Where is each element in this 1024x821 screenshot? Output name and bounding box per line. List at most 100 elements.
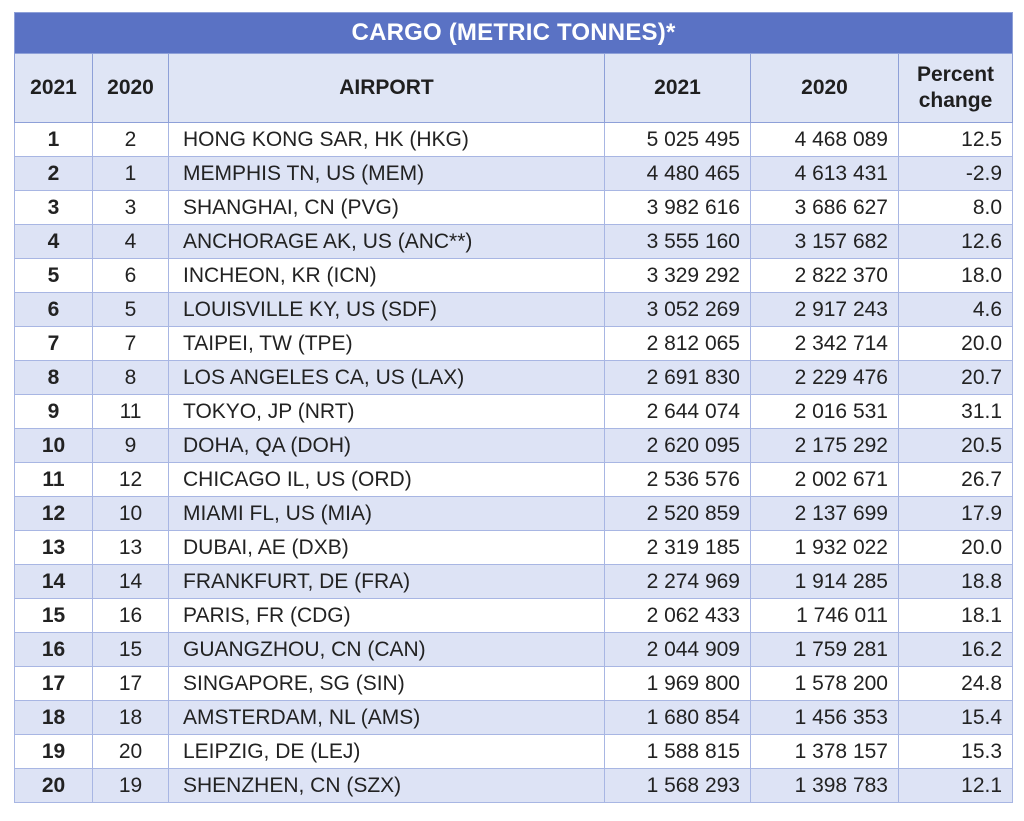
cargo-2021-cell: 2 044 909 [604, 632, 751, 667]
rank-2020-cell: 17 [92, 666, 169, 701]
table-row: 3 3 SHANGHAI, CN (PVG) 3 982 616 3 686 627 8.… [14, 190, 1014, 225]
table-title: CARGO (METRIC TONNES)* [13, 12, 1014, 54]
cargo-2021-cell: 3 555 160 [604, 224, 751, 259]
rank-2021-cell: 19 [14, 734, 93, 769]
cargo-2021-cell: 4 480 465 [604, 156, 751, 191]
airport-cell: LEIPZIG, DE (LEJ) [168, 734, 605, 769]
rank-2020-cell: 13 [92, 530, 169, 565]
table-body: 1 2 HONG KONG SAR, HK (HKG) 5 025 495 4 468 … [14, 122, 1014, 803]
percent-change-cell: 8.0 [897, 190, 1014, 225]
cargo-2020-cell: 1 456 353 [750, 700, 899, 735]
percent-change-cell: 31.1 [897, 394, 1014, 429]
cargo-2021-cell: 2 319 185 [604, 530, 751, 565]
col-header-rank-2021: 2021 [14, 53, 93, 123]
rank-2020-cell: 5 [92, 292, 169, 327]
cargo-2021-cell: 2 274 969 [604, 564, 751, 599]
percent-change-cell: 20.7 [897, 360, 1014, 395]
rank-2021-cell: 12 [14, 496, 93, 531]
percent-change-cell: -2.9 [897, 156, 1014, 191]
airport-cell: PARIS, FR (CDG) [168, 598, 605, 633]
airport-cell: GUANGZHOU, CN (CAN) [168, 632, 605, 667]
rank-2020-cell: 2 [92, 122, 169, 157]
cargo-2020-cell: 2 137 699 [750, 496, 899, 531]
airport-cell: LOUISVILLE KY, US (SDF) [168, 292, 605, 327]
percent-change-cell: 20.5 [897, 428, 1014, 463]
rank-2021-cell: 14 [14, 564, 93, 599]
rank-2021-cell: 16 [14, 632, 93, 667]
percent-change-cell: 17.9 [897, 496, 1014, 531]
rank-2020-cell: 3 [92, 190, 169, 225]
airport-cell: INCHEON, KR (ICN) [168, 258, 605, 293]
rank-2020-cell: 9 [92, 428, 169, 463]
cargo-2020-cell: 2 342 714 [750, 326, 899, 361]
percent-change-cell: 12.1 [897, 768, 1014, 803]
rank-2020-cell: 4 [92, 224, 169, 259]
airport-cell: CHICAGO IL, US (ORD) [168, 462, 605, 497]
col-header-percent-change: Percent change [897, 53, 1014, 123]
table-row: 7 7 TAIPEI, TW (TPE) 2 812 065 2 342 714 20.0 [14, 326, 1014, 361]
cargo-2021-cell: 2 620 095 [604, 428, 751, 463]
cargo-2020-cell: 1 578 200 [750, 666, 899, 701]
rank-2020-cell: 10 [92, 496, 169, 531]
col-header-cargo-2020: 2020 [750, 53, 899, 123]
rank-2021-cell: 1 [14, 122, 93, 157]
airport-cell: DOHA, QA (DOH) [168, 428, 605, 463]
table-row: 4 4 ANCHORAGE AK, US (ANC**) 3 555 160 3 157… [14, 224, 1014, 259]
rank-2021-cell: 2 [14, 156, 93, 191]
cargo-2021-cell: 2 812 065 [604, 326, 751, 361]
cargo-2020-cell: 1 398 783 [750, 768, 899, 803]
percent-change-cell: 15.4 [897, 700, 1014, 735]
percent-change-cell: 4.6 [897, 292, 1014, 327]
airport-cell: AMSTERDAM, NL (AMS) [168, 700, 605, 735]
airport-cell: TOKYO, JP (NRT) [168, 394, 605, 429]
rank-2020-cell: 11 [92, 394, 169, 429]
rank-2020-cell: 6 [92, 258, 169, 293]
cargo-2020-cell: 2 822 370 [750, 258, 899, 293]
rank-2020-cell: 16 [92, 598, 169, 633]
header-row: 2021 2020 AIRPORT 2021 2020 Percent chan… [14, 53, 1014, 123]
cargo-2020-cell: 1 932 022 [750, 530, 899, 565]
airport-cell: SHANGHAI, CN (PVG) [168, 190, 605, 225]
cargo-table-container: CARGO (METRIC TONNES)* 2021 2020 AIRPORT… [13, 12, 1014, 803]
table-row: 15 16 PARIS, FR (CDG) 2 062 433 1 746 011 18.… [14, 598, 1014, 633]
col-header-cargo-2021: 2021 [604, 53, 751, 123]
rank-2020-cell: 18 [92, 700, 169, 735]
table-row: 16 15 GUANGZHOU, CN (CAN) 2 044 909 1 759 28… [14, 632, 1014, 667]
rank-2020-cell: 7 [92, 326, 169, 361]
airport-cell: ANCHORAGE AK, US (ANC**) [168, 224, 605, 259]
percent-change-cell: 12.5 [897, 122, 1014, 157]
table-row: 20 19 SHENZHEN, CN (SZX) 1 568 293 1 398 783… [14, 768, 1014, 803]
airport-cell: MIAMI FL, US (MIA) [168, 496, 605, 531]
airport-cell: MEMPHIS TN, US (MEM) [168, 156, 605, 191]
col-header-rank-2020: 2020 [92, 53, 169, 123]
cargo-2021-cell: 3 052 269 [604, 292, 751, 327]
percent-change-cell: 18.1 [897, 598, 1014, 633]
rank-2021-cell: 7 [14, 326, 93, 361]
cargo-2021-cell: 1 969 800 [604, 666, 751, 701]
cargo-2021-cell: 1 588 815 [604, 734, 751, 769]
table-row: 17 17 SINGAPORE, SG (SIN) 1 969 800 1 578 20… [14, 666, 1014, 701]
cargo-2020-cell: 4 468 089 [750, 122, 899, 157]
rank-2021-cell: 6 [14, 292, 93, 327]
cargo-2021-cell: 1 568 293 [604, 768, 751, 803]
rank-2021-cell: 9 [14, 394, 93, 429]
cargo-2020-cell: 3 686 627 [750, 190, 899, 225]
percent-change-cell: 20.0 [897, 326, 1014, 361]
percent-change-cell: 20.0 [897, 530, 1014, 565]
airport-cell: SHENZHEN, CN (SZX) [168, 768, 605, 803]
cargo-2021-cell: 2 062 433 [604, 598, 751, 633]
cargo-2020-cell: 2 175 292 [750, 428, 899, 463]
airport-cell: HONG KONG SAR, HK (HKG) [168, 122, 605, 157]
table-row: 19 20 LEIPZIG, DE (LEJ) 1 588 815 1 378 157 1… [14, 734, 1014, 769]
table-row: 11 12 CHICAGO IL, US (ORD) 2 536 576 2 002 6… [14, 462, 1014, 497]
percent-change-cell: 18.8 [897, 564, 1014, 599]
percent-change-cell: 26.7 [897, 462, 1014, 497]
table-row: 8 8 LOS ANGELES CA, US (LAX) 2 691 830 2 229… [14, 360, 1014, 395]
cargo-2020-cell: 4 613 431 [750, 156, 899, 191]
cargo-2021-cell: 3 329 292 [604, 258, 751, 293]
cargo-2020-cell: 2 229 476 [750, 360, 899, 395]
table-row: 6 5 LOUISVILLE KY, US (SDF) 3 052 269 2 917 … [14, 292, 1014, 327]
cargo-2021-cell: 2 520 859 [604, 496, 751, 531]
title-row: CARGO (METRIC TONNES)* [13, 12, 1014, 54]
table-row: 1 2 HONG KONG SAR, HK (HKG) 5 025 495 4 468 … [14, 122, 1014, 157]
